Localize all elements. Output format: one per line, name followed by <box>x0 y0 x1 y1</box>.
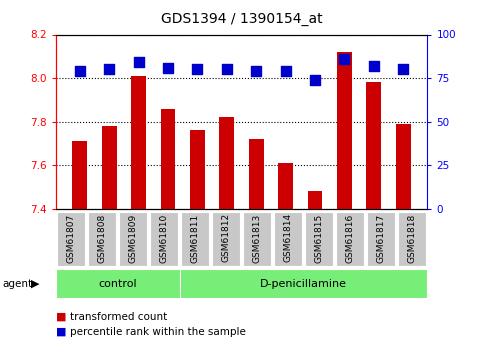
Point <box>76 68 84 74</box>
Text: GSM61814: GSM61814 <box>284 213 293 263</box>
Bar <box>150 211 178 266</box>
Text: D-penicillamine: D-penicillamine <box>260 279 347 289</box>
Bar <box>119 211 147 266</box>
Bar <box>88 211 116 266</box>
Bar <box>180 269 427 298</box>
Bar <box>337 52 352 209</box>
Bar <box>367 82 381 209</box>
Bar <box>336 211 364 266</box>
Text: GSM61808: GSM61808 <box>98 213 107 263</box>
Point <box>370 63 378 69</box>
Bar <box>56 269 180 298</box>
Point <box>341 56 348 62</box>
Text: ■: ■ <box>56 327 66 337</box>
Text: GSM61813: GSM61813 <box>253 213 261 263</box>
Bar <box>219 117 234 209</box>
Text: transformed count: transformed count <box>70 312 167 322</box>
Bar <box>367 211 395 266</box>
Point <box>105 67 113 72</box>
Text: GSM61811: GSM61811 <box>190 213 199 263</box>
Bar <box>181 211 209 266</box>
Bar <box>278 163 293 209</box>
Bar <box>212 211 240 266</box>
Point <box>194 67 201 72</box>
Text: GSM61810: GSM61810 <box>159 213 169 263</box>
Bar <box>249 139 264 209</box>
Text: GSM61817: GSM61817 <box>376 213 385 263</box>
Bar <box>308 191 322 209</box>
Point <box>223 67 231 72</box>
Point <box>164 65 172 70</box>
Text: control: control <box>98 279 137 289</box>
Bar <box>72 141 87 209</box>
Bar <box>243 211 271 266</box>
Text: GDS1394 / 1390154_at: GDS1394 / 1390154_at <box>161 12 322 26</box>
Text: ■: ■ <box>56 312 66 322</box>
Point <box>252 68 260 74</box>
Text: GSM61807: GSM61807 <box>67 213 75 263</box>
Bar <box>131 76 146 209</box>
Bar <box>161 109 175 209</box>
Text: agent: agent <box>2 279 32 289</box>
Text: GSM61818: GSM61818 <box>408 213 416 263</box>
Text: GSM61812: GSM61812 <box>222 213 230 263</box>
Bar <box>396 124 411 209</box>
Bar <box>305 211 333 266</box>
Text: GSM61815: GSM61815 <box>314 213 324 263</box>
Point <box>311 77 319 82</box>
Bar <box>190 130 205 209</box>
Bar <box>102 126 116 209</box>
Bar <box>57 211 85 266</box>
Point <box>399 67 407 72</box>
Text: GSM61809: GSM61809 <box>128 213 138 263</box>
Text: percentile rank within the sample: percentile rank within the sample <box>70 327 246 337</box>
Text: GSM61816: GSM61816 <box>345 213 355 263</box>
Text: ▶: ▶ <box>30 279 39 289</box>
Point <box>282 68 289 74</box>
Bar <box>274 211 302 266</box>
Bar <box>398 211 426 266</box>
Point <box>135 60 142 65</box>
